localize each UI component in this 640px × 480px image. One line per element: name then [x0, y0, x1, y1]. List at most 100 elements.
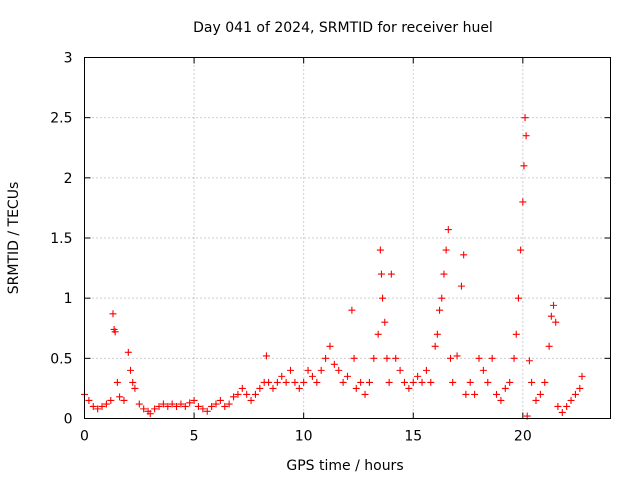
data-point — [308, 372, 316, 380]
data-point — [387, 270, 395, 278]
data-point — [488, 354, 496, 362]
plot-frame — [84, 57, 611, 419]
data-point — [438, 294, 446, 302]
data-point — [376, 246, 384, 254]
data-point — [322, 354, 330, 362]
data-point — [273, 378, 281, 386]
data-point — [102, 400, 110, 408]
data-point — [107, 396, 115, 404]
data-point — [541, 378, 549, 386]
y-axis-ticks: 0 0.5 1 1.5 2 2.5 3 — [50, 51, 611, 428]
data-point — [313, 378, 321, 386]
data-point — [194, 402, 202, 410]
x-axis-ticks: 0 5 10 15 20 — [80, 57, 532, 445]
data-point — [547, 312, 555, 320]
data-point — [493, 390, 501, 398]
x-tick-label: 20 — [514, 429, 532, 445]
y-axis-label: SRMTID / TECUs — [6, 182, 22, 295]
data-point — [295, 384, 303, 392]
data-point — [116, 393, 124, 401]
data-point — [181, 402, 189, 410]
data-point — [554, 402, 562, 410]
data-point — [379, 294, 387, 302]
data-point — [89, 402, 97, 410]
data-point — [221, 402, 229, 410]
x-axis-label: GPS time / hours — [286, 458, 403, 474]
data-point — [427, 378, 435, 386]
data-point — [216, 396, 224, 404]
data-point — [545, 342, 553, 350]
data-point — [330, 360, 338, 368]
data-point — [517, 246, 525, 254]
data-point — [146, 410, 154, 418]
data-point — [460, 251, 468, 259]
data-point — [186, 399, 194, 407]
data-point — [304, 366, 312, 374]
data-point — [256, 384, 264, 392]
data-point — [173, 402, 181, 410]
data-point — [453, 352, 461, 360]
x-tick-label: 0 — [80, 429, 89, 445]
data-point — [512, 330, 520, 338]
data-point — [484, 378, 492, 386]
data-point — [164, 402, 172, 410]
data-point — [462, 390, 470, 398]
data-point — [414, 372, 422, 380]
data-point — [520, 162, 528, 170]
data-point — [317, 366, 325, 374]
data-point — [374, 330, 382, 338]
data-point — [98, 402, 106, 410]
data-point — [436, 306, 444, 314]
data-point — [466, 378, 474, 386]
data-point — [396, 366, 404, 374]
data-point — [563, 402, 571, 410]
chart-title: Day 041 of 2024, SRMTID for receiver hue… — [193, 20, 493, 36]
data-point — [370, 354, 378, 362]
grid-lines — [84, 57, 611, 419]
data-point — [208, 402, 216, 410]
data-point — [440, 270, 448, 278]
data-point — [177, 400, 185, 408]
data-point — [578, 372, 586, 380]
data-point — [479, 366, 487, 374]
data-point — [431, 342, 439, 350]
x-tick-label: 10 — [295, 429, 313, 445]
data-point — [550, 301, 558, 309]
y-tick-label: 2 — [64, 171, 73, 187]
data-point — [519, 198, 527, 206]
y-tick-label: 0 — [64, 412, 73, 428]
data-point — [339, 378, 347, 386]
data-point — [525, 357, 533, 365]
data-point — [567, 396, 575, 404]
y-tick-label: 3 — [64, 51, 73, 67]
data-point — [418, 378, 426, 386]
data-point — [335, 366, 343, 374]
data-point — [552, 318, 560, 326]
data-point — [238, 384, 246, 392]
data-point — [326, 342, 334, 350]
data-point — [109, 310, 117, 318]
data-point — [230, 393, 238, 401]
y-tick-label: 2.5 — [50, 111, 72, 127]
data-point — [168, 400, 176, 408]
data-point — [85, 396, 93, 404]
data-point — [127, 366, 135, 374]
data-point — [444, 226, 452, 234]
data-point — [120, 396, 128, 404]
data-point — [442, 246, 450, 254]
data-point — [475, 354, 483, 362]
data-point — [422, 366, 430, 374]
data-point — [300, 378, 308, 386]
data-point — [405, 384, 413, 392]
data-point — [400, 378, 408, 386]
y-tick-label: 0.5 — [50, 351, 72, 367]
data-point — [190, 396, 198, 404]
data-point — [251, 390, 259, 398]
data-point — [131, 384, 139, 392]
data-point — [532, 396, 540, 404]
data-point — [497, 396, 505, 404]
data-point — [433, 330, 441, 338]
data-point — [383, 354, 391, 362]
data-point — [521, 114, 529, 122]
data-point — [291, 378, 299, 386]
